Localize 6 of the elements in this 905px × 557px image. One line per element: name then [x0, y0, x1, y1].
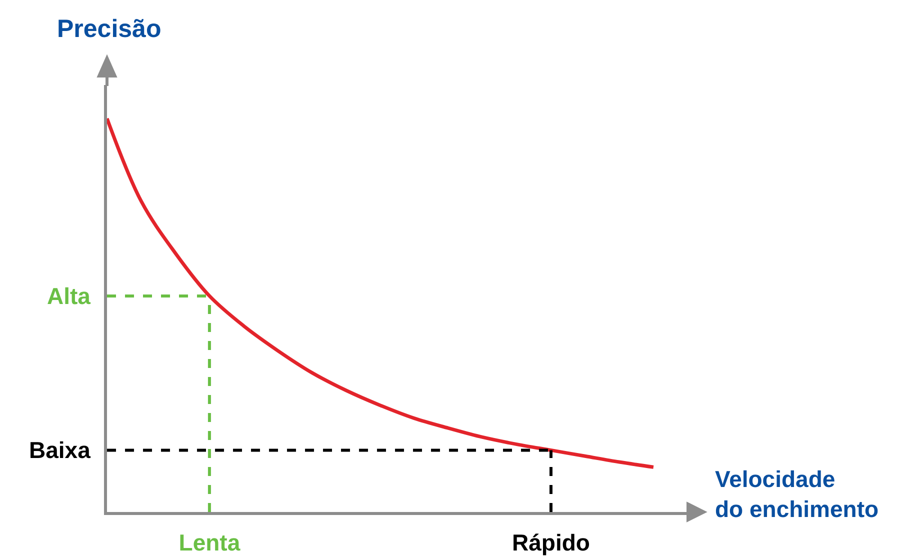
- y-axis-title: Precisão: [57, 15, 162, 43]
- x-tick-label: Lenta: [178, 530, 240, 556]
- x-tick-label: Rápido: [512, 530, 590, 556]
- ref-line-label: Baixa: [29, 437, 91, 463]
- ref-line-label: Alta: [47, 283, 91, 309]
- x-axis-title: Velocidade do enchimento: [715, 466, 879, 522]
